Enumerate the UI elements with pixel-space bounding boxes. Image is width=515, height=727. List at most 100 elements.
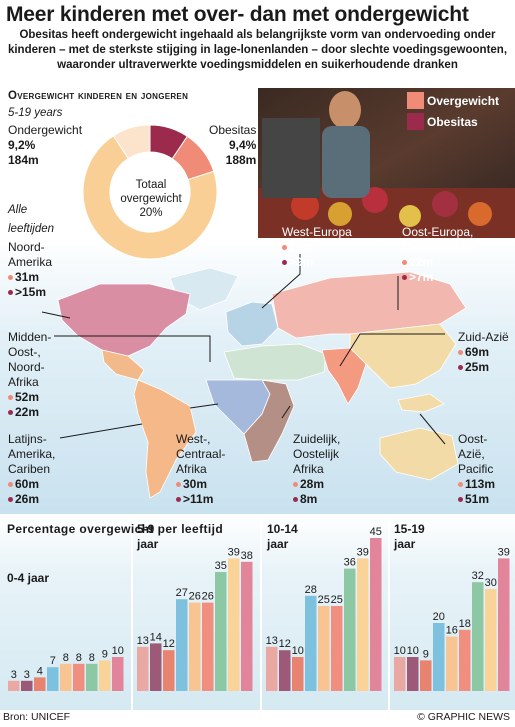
underweight-pct: 9,2%	[8, 138, 36, 152]
donut-center-label: Totaal overgewicht	[120, 179, 182, 205]
bar-value-label: 39	[357, 546, 369, 558]
overweight-dot-icon	[458, 482, 463, 488]
photo-market	[258, 88, 515, 238]
bar-value-label: 35	[215, 560, 227, 572]
region-name: Oost-Azië, Pacific	[458, 432, 494, 476]
leader-west-europa	[261, 254, 301, 309]
region-label-oost-afrika: Zuidelijk, Oostelijk Afrika 28m 8m	[293, 432, 365, 507]
region-label-noord-amerika: Noord-Amerika 31m >15m	[8, 240, 68, 300]
sea-islands	[397, 393, 445, 413]
region-label-zuid-azie: Zuid-Azië 69m 25m	[458, 330, 510, 375]
region-obese: 26m	[15, 492, 40, 506]
bar	[228, 558, 240, 691]
region-label-latijns-amerika: Latijns-Amerika, Cariben 60m 26m	[8, 432, 74, 507]
obese-dot-icon	[458, 497, 463, 503]
bar-value-label: 39	[228, 546, 240, 558]
group-title-10-14: 10-14 jaar	[267, 522, 298, 551]
legend-item-obesitas: Obesitas	[407, 111, 499, 132]
legend: Overgewicht Obesitas	[407, 90, 499, 132]
region-obese: 8m	[300, 492, 318, 506]
bar	[266, 646, 278, 691]
bar-value-label: 25	[331, 594, 343, 606]
region-mena	[223, 343, 327, 381]
age-range: 5-19 years	[8, 107, 63, 119]
bar-value-label: 12	[279, 638, 291, 650]
region-overweight: 113m	[465, 477, 496, 491]
overweight-dot-icon	[8, 275, 13, 281]
infographic-upper: Overgewicht kinderen en jongeren 5-19 ye…	[0, 88, 515, 514]
bar	[60, 663, 72, 691]
bar-value-label: 30	[485, 577, 497, 589]
bar-value-label: 3	[11, 669, 17, 681]
bar-value-label: 20	[433, 611, 445, 623]
all-ages-label: Alle leeftijden	[8, 204, 55, 235]
headline: Meer kinderen met over- dan met ondergew…	[6, 3, 469, 26]
obese-dot-icon	[293, 497, 298, 503]
region-obese: 51m	[465, 492, 490, 506]
region-label-mena: Midden-Oost-, Noord-Afrika 52m 22m	[8, 330, 66, 420]
bar	[86, 663, 98, 691]
bar-value-label: 39	[498, 546, 510, 558]
donut-slice-rest	[82, 135, 218, 260]
group-title-15-19: 15-19 jaar	[394, 522, 425, 551]
bar	[99, 660, 111, 691]
region-latijns-amerika	[133, 379, 197, 499]
bar-value-label: 10	[394, 645, 406, 657]
leader-mena	[54, 335, 211, 362]
bar-value-label: 13	[137, 635, 149, 647]
obese-pct: 9,4%	[229, 138, 257, 152]
legend-label-overgewicht: Overgewicht	[427, 93, 500, 108]
bar	[150, 643, 162, 691]
region-name: Oost-Europa, Centraal-Azië	[402, 225, 475, 254]
obese-dot-icon	[8, 497, 13, 503]
bar	[420, 660, 432, 691]
overweight-dot-icon	[402, 260, 407, 266]
bar-value-label: 3	[24, 669, 30, 681]
bar	[305, 595, 317, 691]
source: Bron: UNICEF	[3, 711, 71, 723]
age-bar-chart-section: 3 3 4 7 8 8 8 9 10 13 14 12 27 26 26 35 39 38 13 12 10 28 25 25…	[0, 514, 515, 710]
region-name: West-, Centraal-Afrika	[176, 432, 226, 476]
bar	[485, 589, 497, 691]
subhead: Obesitas heeft ondergewicht ingehaald al…	[7, 29, 508, 71]
overweight-dot-icon	[282, 245, 287, 251]
donut-center: Totaal overgewicht 20%	[115, 178, 187, 220]
obese-dot-icon	[8, 290, 13, 296]
obese-dot-icon	[402, 275, 407, 281]
legend-swatch-obesitas	[407, 113, 424, 130]
bar-value-label: 8	[89, 652, 95, 664]
credit: © GRAPHIC NEWS	[417, 711, 510, 723]
bar-value-label: 36	[344, 557, 356, 569]
chart-title: Percentage overgewicht per leeftijd	[7, 521, 223, 537]
leader-zuid-azie	[339, 333, 445, 367]
bar-value-label: 12	[163, 638, 175, 650]
bar	[202, 602, 214, 691]
leader-oost-azie	[419, 413, 446, 445]
bar	[446, 636, 458, 691]
obese-dot-icon	[176, 497, 181, 503]
region-label-oost-azie: Oost-Azië, Pacific 113m 51m	[458, 432, 512, 507]
region-label-west-europa: West-Europa 22m >9m	[282, 225, 378, 270]
overweight-dot-icon	[8, 482, 13, 488]
region-obese: >9m	[289, 255, 314, 269]
region-label-west-afrika: West-, Centraal-Afrika 30m >11m	[176, 432, 242, 507]
region-oost-afrika	[243, 379, 295, 463]
bar-value-label: 9	[423, 648, 429, 660]
region-overweight: 31m	[15, 270, 40, 284]
legend-swatch-overgewicht	[407, 92, 424, 109]
bar-value-label: 18	[459, 618, 471, 630]
obese-dot-icon	[282, 260, 287, 266]
region-obese: >15m	[15, 285, 47, 299]
underweight-count: 184m	[8, 153, 39, 167]
bar	[344, 568, 356, 691]
overweight-dot-icon	[8, 395, 13, 401]
bar	[331, 606, 343, 691]
region-overweight: 22m	[289, 240, 314, 254]
region-obese: >7m	[409, 270, 434, 284]
bar	[163, 650, 175, 691]
bar	[189, 602, 201, 691]
donut-label-underweight: Ondergewicht 9,2% 184m	[8, 123, 82, 168]
footer: Bron: UNICEF © GRAPHIC NEWS	[0, 710, 515, 727]
leader-latijns-amerika	[59, 423, 143, 439]
obese-label: Obesitas	[209, 123, 257, 137]
